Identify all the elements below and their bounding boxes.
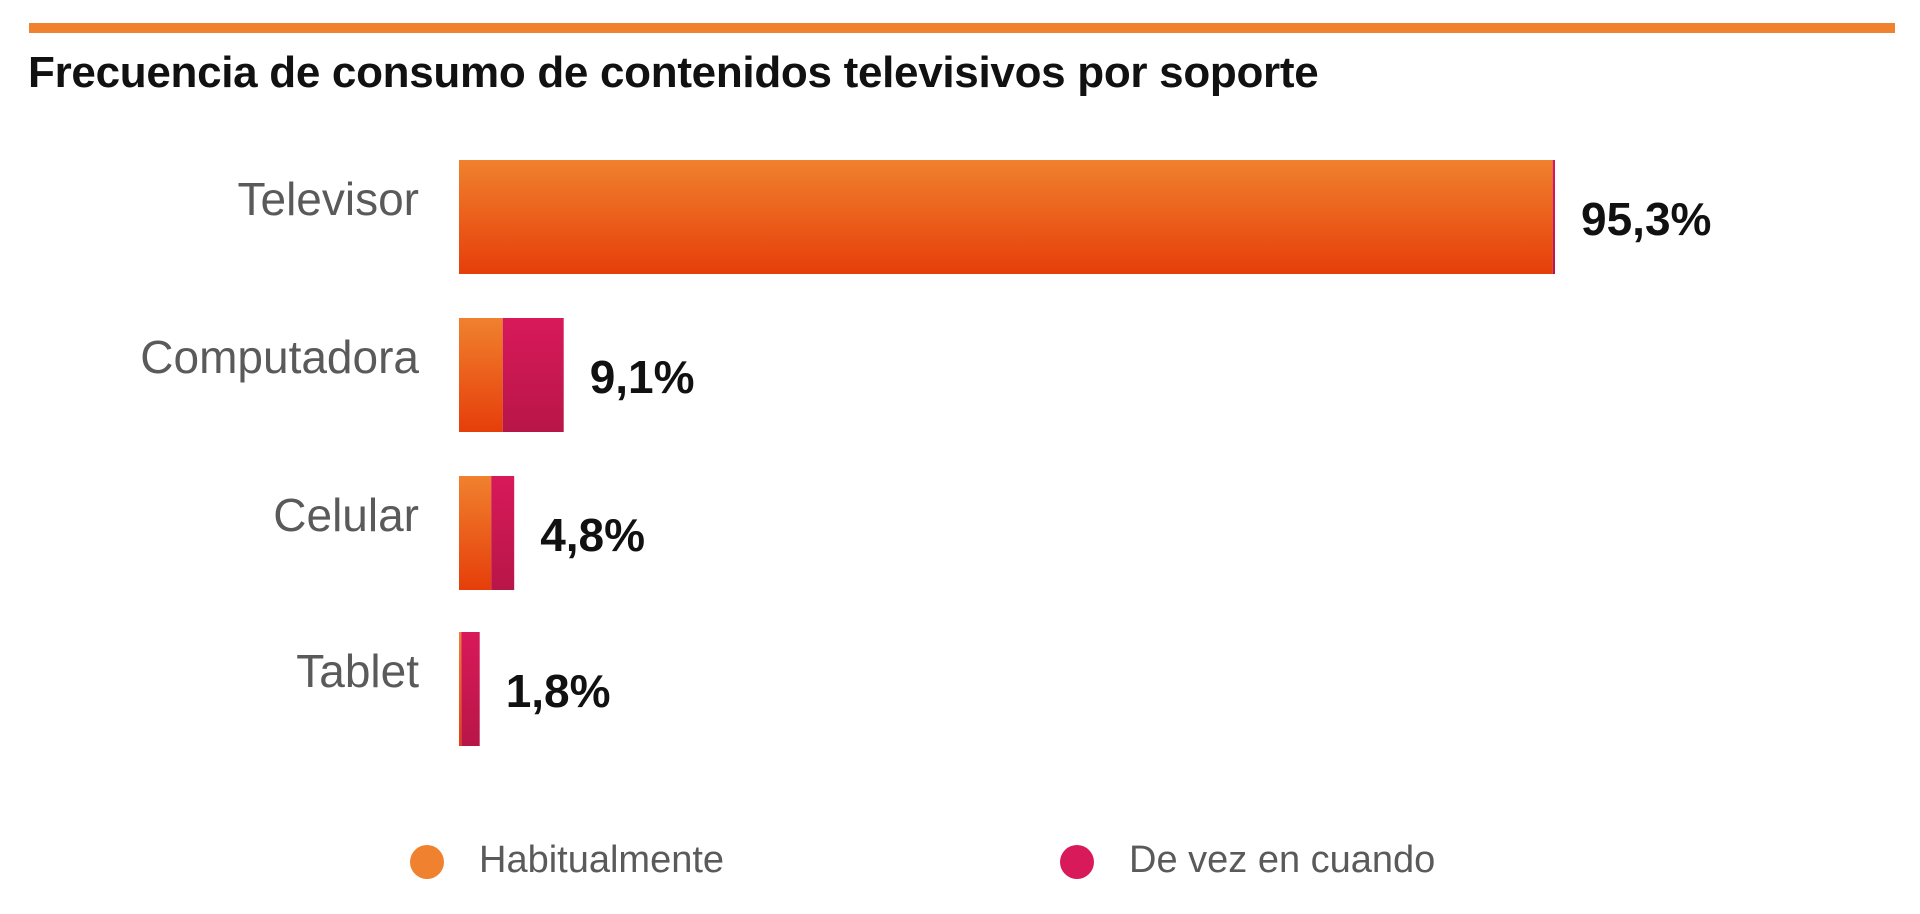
legend-swatch-habitualmente <box>410 845 444 879</box>
top-accent-rule <box>29 23 1895 33</box>
legend-label-habitualmente: Habitualmente <box>479 839 724 881</box>
bar-celular-habitualmente <box>459 476 492 590</box>
bar-computadora-de-vez-en-cuando <box>502 318 564 432</box>
value-label-tablet: 1,8% <box>506 665 611 717</box>
bar-televisor-habitualmente <box>459 160 1553 274</box>
bar-computadora-habitualmente <box>459 318 503 432</box>
legend-swatch-de-vez-en-cuando <box>1060 845 1094 879</box>
bar-televisor-de-vez-en-cuando <box>1552 160 1555 274</box>
bar-celular-de-vez-en-cuando <box>491 476 515 590</box>
value-label-televisor: 95,3% <box>1581 193 1711 245</box>
category-label-tablet: Tablet <box>296 645 419 697</box>
category-label-computadora: Computadora <box>140 331 419 383</box>
value-label-celular: 4,8% <box>540 509 645 561</box>
chart-title: Frecuencia de consumo de contenidos tele… <box>28 48 1319 97</box>
category-label-celular: Celular <box>273 489 419 541</box>
category-label-televisor: Televisor <box>237 173 419 225</box>
legend-label-de-vez-en-cuando: De vez en cuando <box>1129 839 1435 881</box>
bar-tablet-de-vez-en-cuando <box>461 632 480 746</box>
value-label-computadora: 9,1% <box>590 351 695 403</box>
bar-tablet-habitualmente <box>459 632 462 746</box>
